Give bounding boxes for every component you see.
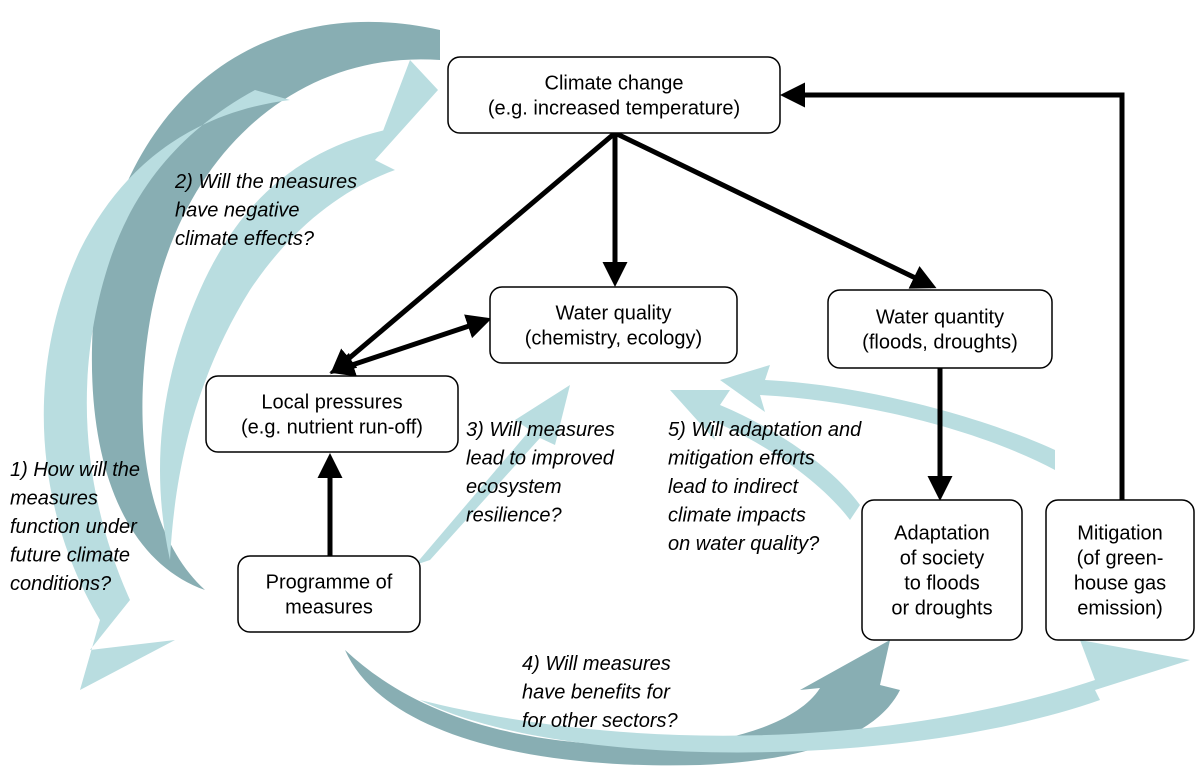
node-label: (e.g. increased temperature) [488, 98, 740, 120]
node-label: (chemistry, ecology) [525, 328, 702, 350]
node-label: Adaptation [894, 523, 990, 545]
node-label: emission) [1077, 598, 1163, 620]
questions: 1) How will the measures function under fut… [10, 171, 862, 732]
node-label: (floods, droughts) [862, 332, 1018, 354]
node-label: Water quantity [876, 307, 1004, 329]
node-box [861, 499, 1023, 641]
node-box [1045, 499, 1195, 641]
question-text: 1) How will the [10, 459, 140, 481]
node-box [205, 375, 459, 453]
question-text: have negative [175, 200, 300, 222]
question-text: measures [10, 488, 98, 510]
nodes: Climate change (e.g. increased temperatur… [205, 56, 1195, 641]
question-text: future climate [10, 545, 130, 567]
question-text: climate impacts [668, 505, 806, 527]
question-text: have benefits for [522, 682, 671, 704]
question-text: 2) Will the measures [174, 171, 357, 193]
question-text: conditions? [10, 573, 112, 595]
node-label: (e.g. nutrient run-off) [241, 417, 423, 439]
background-arrows [43, 21, 1190, 766]
node-label: of society [900, 548, 984, 570]
question-text: 3) Will measures [466, 419, 615, 441]
connectors [317, 82, 1125, 556]
node-label: measures [285, 597, 373, 619]
node-label: Programme of [266, 572, 393, 594]
question-text: lead to improved [466, 448, 615, 470]
node-label: or droughts [891, 598, 992, 620]
node-label: (of green- [1077, 548, 1164, 570]
question-text: for other sectors? [522, 710, 679, 732]
node-box [827, 289, 1053, 369]
question-text: on water quality? [668, 533, 820, 555]
node-label: Local pressures [261, 392, 402, 414]
node-label: Mitigation [1077, 523, 1163, 545]
node-box [447, 56, 781, 134]
node-label: house gas [1074, 573, 1166, 595]
question-text: 4) Will measures [522, 653, 671, 675]
node-label: Water quality [556, 303, 672, 325]
node-box [489, 286, 738, 364]
question-text: lead to indirect [668, 476, 800, 498]
node-label: to floods [904, 573, 980, 595]
question-text: resilience? [466, 505, 562, 527]
question-text: climate effects? [175, 228, 315, 250]
question-text: function under [10, 516, 138, 538]
node-label: Climate change [545, 73, 684, 95]
question-text: ecosystem [466, 476, 562, 498]
node-box [237, 555, 421, 633]
question-text: mitigation efforts [668, 448, 815, 470]
question-text: 5) Will adaptation and [668, 419, 862, 441]
